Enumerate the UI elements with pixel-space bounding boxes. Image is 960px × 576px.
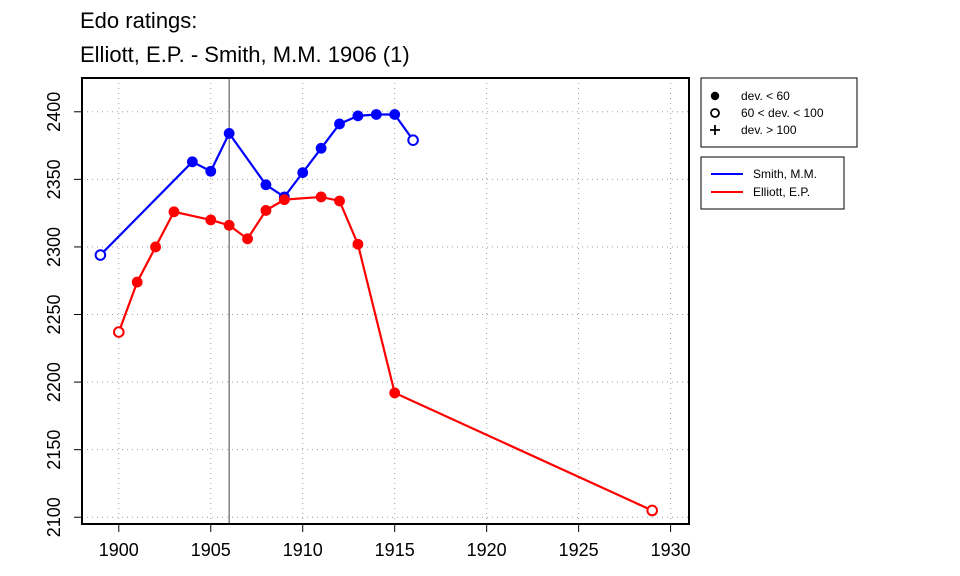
- plot-area: 1900 1905 1910 1915 1920 1925 1930 2100 2150 2200…: [44, 77, 691, 560]
- x-tick-label: 1905: [191, 540, 231, 560]
- legend-marker-label: 60 < dev. < 100: [741, 106, 824, 120]
- data-point: [315, 191, 327, 203]
- data-point: [389, 109, 401, 120]
- y-tick-label: 2400: [44, 92, 64, 132]
- y-tick-label: 2350: [44, 159, 64, 199]
- marker-legend-box: [700, 77, 858, 148]
- legend-series-label: Smith, M.M.: [753, 167, 817, 181]
- data-point: [352, 238, 364, 250]
- series-legend-box: [700, 156, 845, 210]
- data-point: [150, 241, 161, 253]
- data-point: [112, 326, 125, 338]
- x-tick-label: 1915: [375, 540, 415, 560]
- data-point: [205, 214, 217, 226]
- data-point: [94, 249, 107, 261]
- data-point: [370, 109, 382, 120]
- data-point: [260, 205, 272, 216]
- data-point: [297, 167, 309, 179]
- x-tick-label: 1910: [283, 540, 323, 560]
- y-tick-label: 2250: [44, 294, 64, 334]
- data-point: [315, 142, 327, 154]
- data-point: [223, 128, 235, 139]
- legend-marker-label: dev. > 100: [741, 123, 797, 137]
- legend-open-circle-icon: [710, 108, 720, 118]
- y-tick-label: 2100: [44, 497, 64, 537]
- x-tick-label: 1930: [651, 540, 691, 560]
- plot-border: [81, 77, 690, 525]
- data-point: [168, 206, 180, 218]
- legend-area: dev. < 60 60 < dev. < 100 dev. > 100 Smith,…: [700, 77, 858, 210]
- data-point: [407, 134, 419, 146]
- data-point: [352, 110, 364, 122]
- legend-marker-label: dev. < 60: [741, 89, 790, 103]
- data-point: [334, 195, 345, 207]
- chart-title-line2: Elliott, E.P. - Smith, M.M. 1906 (1): [80, 42, 410, 67]
- data-point: [242, 233, 253, 245]
- legend-series-label: Elliott, E.P.: [753, 185, 810, 199]
- data-point: [278, 194, 290, 206]
- series-line-1: [117, 195, 653, 512]
- data-point: [131, 276, 143, 288]
- x-tick-label: 1900: [99, 540, 139, 560]
- data-point: [223, 219, 235, 231]
- data-point: [389, 387, 401, 399]
- legend-filled-circle-icon: [710, 91, 720, 101]
- data-point: [260, 179, 272, 191]
- data-point: [205, 165, 217, 177]
- x-tick-label: 1925: [559, 540, 599, 560]
- y-tick-label: 2300: [44, 227, 64, 267]
- data-point: [646, 504, 659, 517]
- data-point: [186, 156, 198, 168]
- y-tick-label: 2150: [44, 430, 64, 470]
- data-point: [334, 118, 345, 130]
- chart-title-line1: Edo ratings:: [80, 8, 197, 33]
- y-tick-label: 2200: [44, 362, 64, 402]
- legend-plus-icon: [710, 125, 720, 135]
- series-line-0: [99, 113, 414, 256]
- x-tick-label: 1920: [467, 540, 507, 560]
